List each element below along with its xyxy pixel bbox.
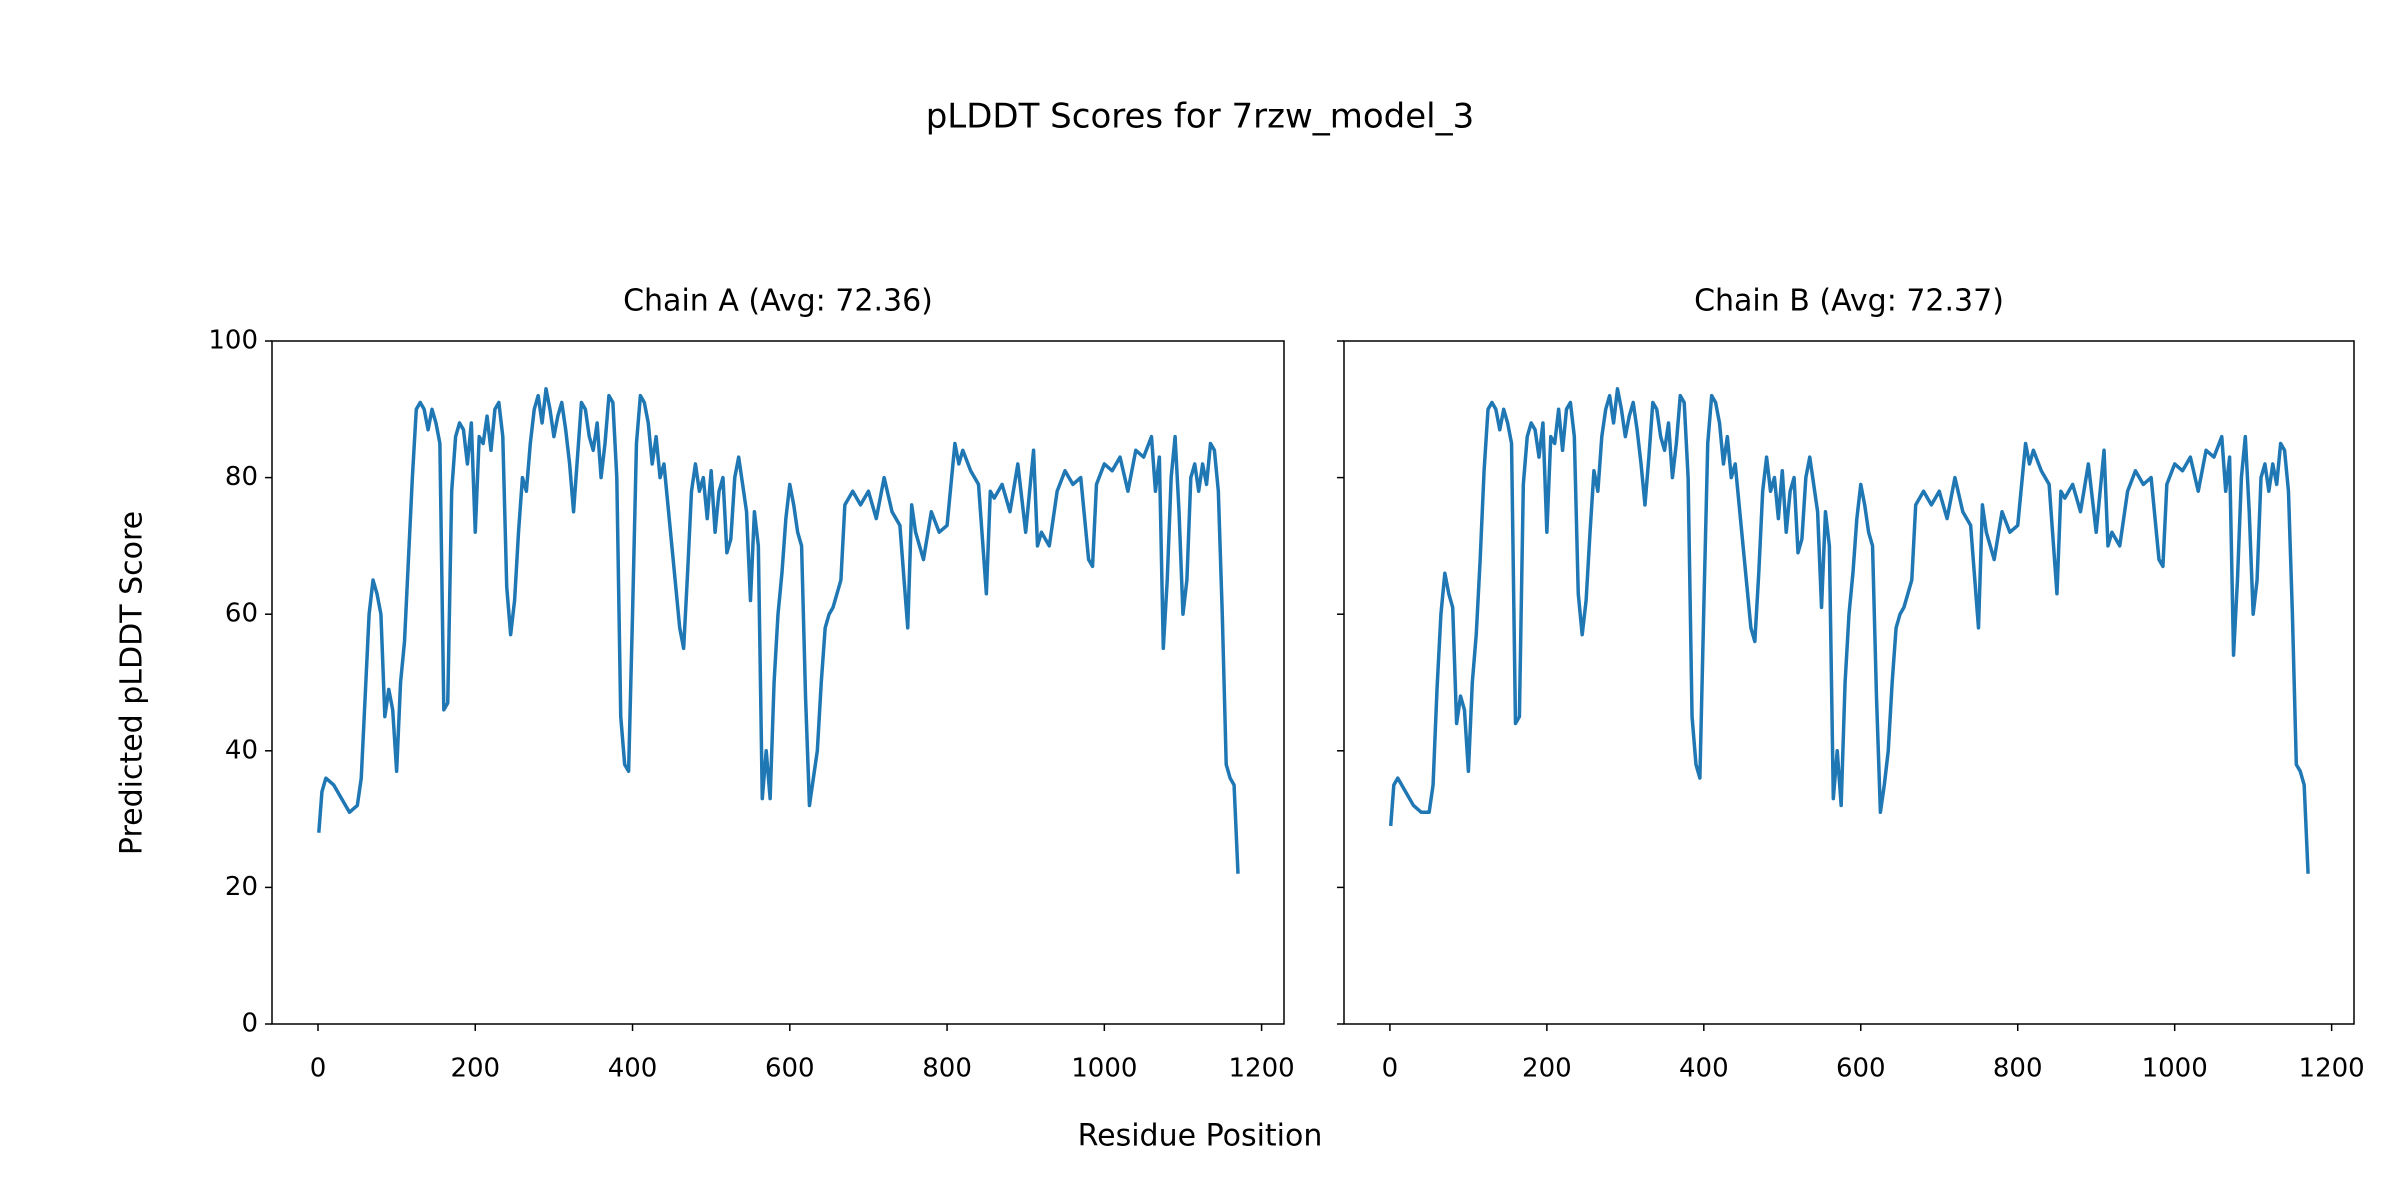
axes-frame <box>271 340 1285 1025</box>
y-axis-label: Predicted pLDDT Score <box>115 511 150 855</box>
x-tick-label: 200 <box>1522 1054 1572 1084</box>
x-tick-label: 1000 <box>1071 1054 1137 1084</box>
x-tick-label: 1200 <box>1229 1054 1295 1084</box>
x-tick-label: 1200 <box>2299 1054 2365 1084</box>
x-axis-label: Residue Position <box>1078 1119 1323 1154</box>
axes-frame <box>1343 340 2355 1025</box>
y-tick-label: 0 <box>241 1009 258 1039</box>
y-tick-label: 20 <box>225 872 258 902</box>
line-series <box>317 387 1240 874</box>
y-tick-label: 40 <box>225 735 258 765</box>
x-tick-label: 800 <box>1993 1054 2043 1084</box>
line-series <box>1388 387 2310 874</box>
y-tick-label: 60 <box>225 599 258 629</box>
x-tick-label: 200 <box>450 1054 500 1084</box>
x-tick-label: 400 <box>608 1054 658 1084</box>
x-tick-label: 800 <box>922 1054 972 1084</box>
panel-title: Chain B (Avg: 72.37) <box>1694 284 2004 319</box>
x-tick-label: 400 <box>1679 1054 1729 1084</box>
x-tick-label: 600 <box>1836 1054 1886 1084</box>
x-tick-label: 600 <box>765 1054 815 1084</box>
panel-title: Chain A (Avg: 72.36) <box>623 284 933 319</box>
figure-title: pLDDT Scores for 7rzw_model_3 <box>926 97 1475 137</box>
x-tick-label: 1000 <box>2142 1054 2208 1084</box>
y-tick-label: 100 <box>208 326 258 356</box>
y-tick-label: 80 <box>225 462 258 492</box>
x-tick-label: 0 <box>310 1054 327 1084</box>
x-tick-label: 0 <box>1382 1054 1399 1084</box>
